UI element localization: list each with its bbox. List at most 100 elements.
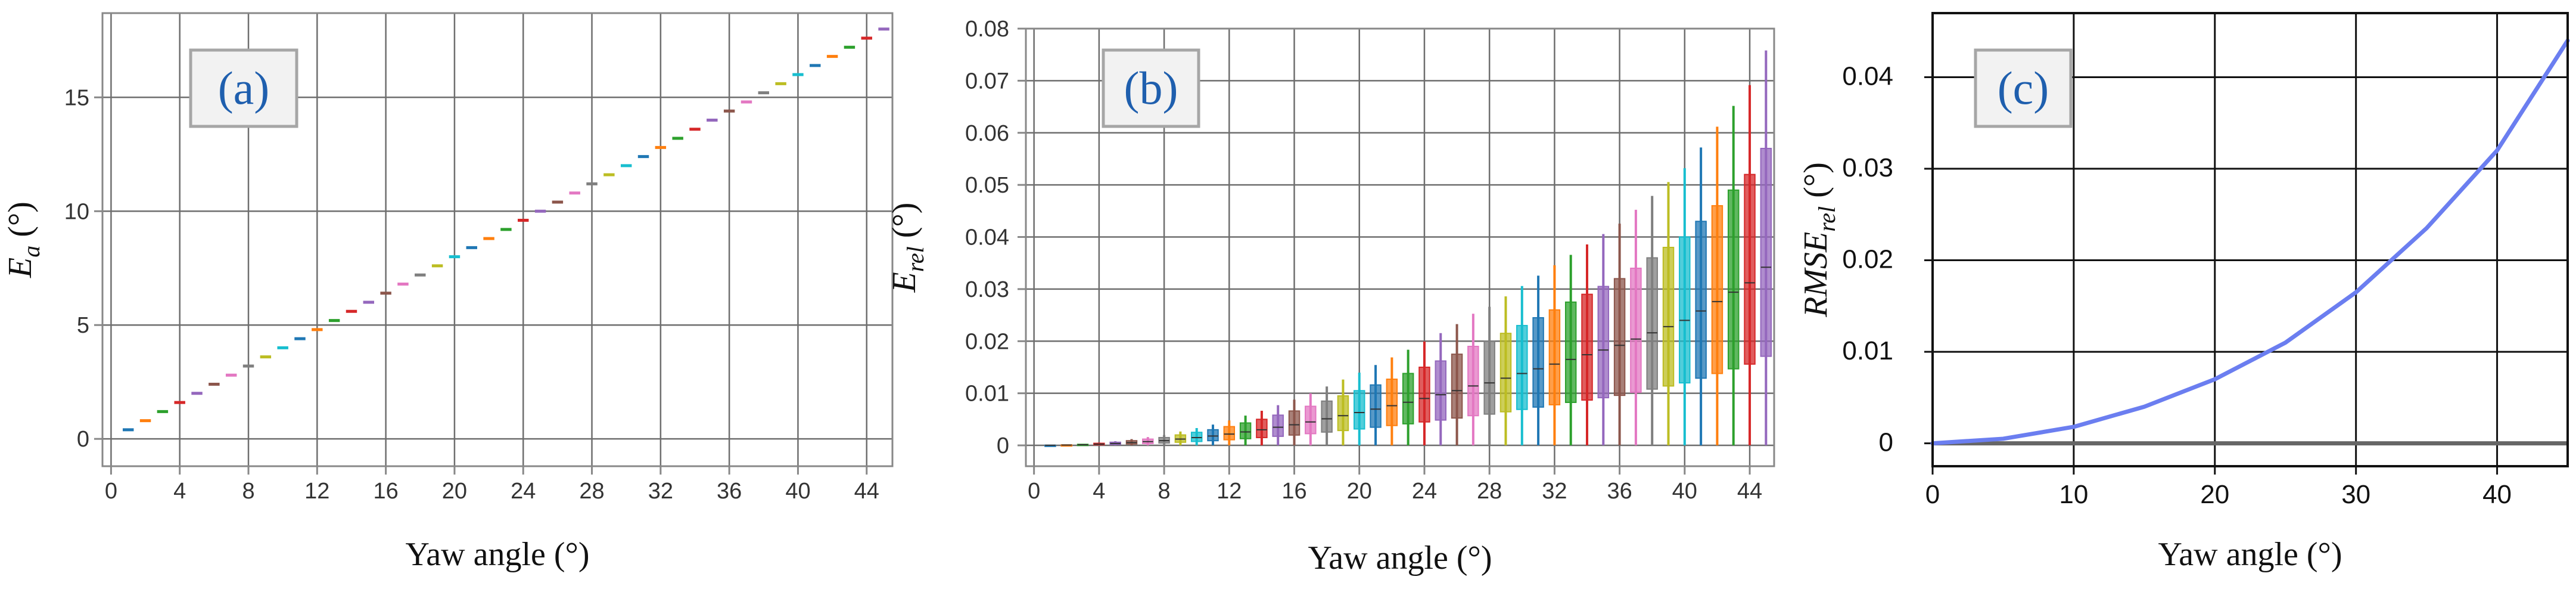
box-iqr	[1679, 236, 1691, 384]
box-iqr	[1337, 395, 1349, 432]
plot-frame	[101, 12, 894, 467]
y-axis-label-unit: (°)	[1797, 162, 1834, 206]
y-axis-label: RMSErel (°)	[1797, 162, 1840, 318]
x-tick-label: 40	[785, 479, 810, 504]
box-iqr	[1760, 147, 1772, 357]
y-tick-label: 0.04	[1842, 61, 1893, 91]
box-iqr	[1451, 354, 1463, 419]
box-iqr	[1630, 267, 1642, 393]
box-iqr	[1386, 379, 1398, 426]
box-iqr	[1418, 366, 1430, 423]
y-axis-label-unit: (°)	[2, 202, 39, 246]
y-axis-label: Erel (°)	[886, 203, 929, 293]
y-tick-label: 0.04	[965, 225, 1009, 250]
y-tick-label: 0.03	[965, 277, 1009, 302]
y-axis-label-base: RMSE	[1797, 232, 1834, 318]
box-iqr	[1321, 400, 1333, 433]
box-iqr	[1256, 419, 1268, 438]
panel-a-yaw-vs-absolute-error: 0 4 8 12 16 20 24 28 32 36 40 44 0 5 10 15 Yaw angle (°)…	[2, 12, 894, 573]
rmse-series-line	[1930, 38, 2570, 446]
y-tick-label: 5	[77, 313, 89, 338]
box-iqr	[1581, 293, 1593, 401]
x-tick-label: 12	[304, 479, 329, 504]
x-axis-label: Yaw angle (°)	[2158, 536, 2342, 573]
x-tick-label: 20	[1347, 479, 1372, 504]
box-iqr	[1564, 301, 1577, 403]
y-axis-label-base: E	[2, 258, 39, 278]
box-iqr	[1223, 426, 1236, 441]
x-tick-label: 44	[854, 479, 879, 504]
box-iqr	[1711, 205, 1723, 374]
y-tick-label: 0.01	[965, 382, 1009, 407]
x-tick-label: 24	[1412, 479, 1437, 504]
y-tick-label: 0.07	[965, 69, 1009, 94]
x-tick-label: 36	[1607, 479, 1632, 504]
panel-label: (c)	[1998, 62, 2049, 114]
panel-label-box	[1102, 48, 1200, 128]
x-tick-label: 32	[1542, 479, 1567, 504]
x-tick-label: 16	[373, 479, 398, 504]
y-tick-label: 0.01	[1842, 336, 1893, 365]
box-iqr	[1483, 340, 1495, 415]
y-axis-label-subscript: rel	[1813, 206, 1840, 232]
box-iqr	[1402, 373, 1414, 424]
panel-label-box	[1974, 48, 2073, 128]
plot-frame	[1025, 27, 1775, 467]
box-iqr	[1662, 247, 1675, 387]
box-iqr	[1744, 173, 1756, 365]
box-iqr	[1272, 414, 1284, 437]
y-tick-label: 0.05	[965, 173, 1009, 198]
y-axis-label-subscript: rel	[902, 246, 929, 272]
y-tick-label: 0.02	[1842, 245, 1893, 274]
x-tick-label: 40	[1672, 479, 1697, 504]
y-tick-label: 10	[64, 199, 89, 224]
x-tick-label: 28	[579, 479, 604, 504]
x-tick-label: 0	[1925, 480, 1940, 509]
x-tick-label: 8	[242, 479, 254, 504]
x-tick-label: 20	[2200, 480, 2229, 509]
x-tick-label: 8	[1158, 479, 1171, 504]
box-iqr	[1613, 278, 1626, 396]
x-tick-label: 10	[2059, 480, 2088, 509]
panel-label: (a)	[218, 62, 270, 114]
box-iqr	[1646, 257, 1658, 390]
x-tick-label: 0	[105, 479, 117, 504]
panel-b-yaw-vs-relative-error-boxplot: 0 4 8 12 16 20 24 28 32 36 40 44 0 0.01 0.02 0.03 0.04 0.…	[886, 17, 1775, 576]
x-tick-label: 12	[1217, 479, 1242, 504]
panel-label: (b)	[1124, 62, 1178, 114]
x-tick-label: 24	[511, 479, 536, 504]
y-axis-label: Ea (°)	[2, 202, 45, 278]
box-iqr	[1305, 405, 1317, 435]
x-tick-label: 28	[1477, 479, 1502, 504]
y-axis-label-base: E	[886, 272, 923, 293]
x-tick-label: 0	[1028, 479, 1040, 504]
y-axis-label-subscript: a	[18, 246, 45, 258]
panel-c-yaw-vs-rmse-line: 0 10 20 30 40 0 0.01 0.02 0.03 0.04 Yaw angle (°) R…	[1797, 12, 2570, 573]
x-axis-label: Yaw angle (°)	[405, 536, 589, 573]
x-axis-label: Yaw angle (°)	[1308, 540, 1492, 576]
box-iqr	[1288, 410, 1301, 436]
y-axis-label-unit: (°)	[886, 203, 923, 247]
y-tick-label: 0.08	[965, 17, 1009, 42]
box-iqr	[1499, 333, 1512, 413]
x-tick-label: 30	[2341, 480, 2370, 509]
x-tick-label: 40	[2482, 480, 2512, 509]
box-iqr	[1239, 422, 1252, 439]
box-iqr	[1435, 360, 1446, 421]
y-tick-label: 0.06	[965, 121, 1009, 146]
box-iqr	[1354, 390, 1365, 430]
box-iqr	[1597, 286, 1610, 399]
box-iqr	[1532, 317, 1544, 408]
box-iqr	[1370, 384, 1382, 428]
box-iqr	[1695, 221, 1707, 379]
box-iqr	[1467, 346, 1479, 417]
y-tick-label: 0.02	[965, 329, 1009, 354]
y-tick-label: 0.03	[1842, 153, 1893, 182]
plot-frame	[1931, 12, 2569, 467]
box-iqr	[1207, 429, 1219, 442]
x-tick-label: 4	[1093, 479, 1105, 504]
box-iqr	[1190, 432, 1203, 442]
y-tick-label: 0	[1879, 428, 1893, 457]
box-iqr	[1548, 309, 1561, 405]
